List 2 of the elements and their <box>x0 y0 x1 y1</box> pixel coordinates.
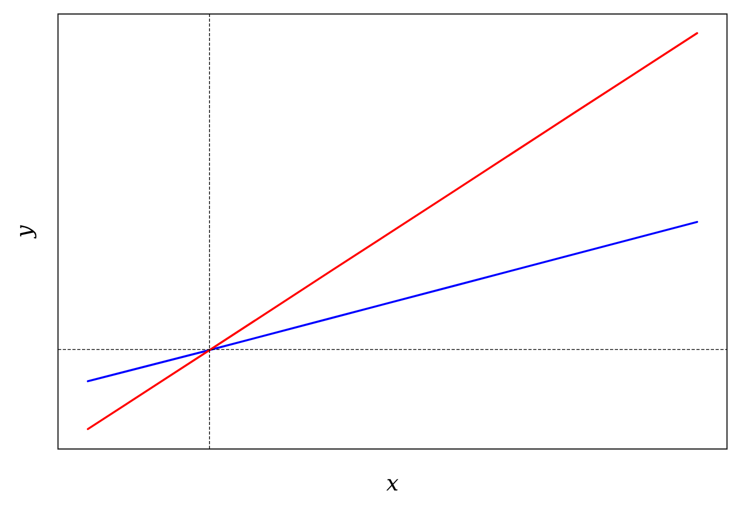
x-axis-title: x <box>386 472 400 496</box>
y-axis-title: y <box>12 224 38 239</box>
